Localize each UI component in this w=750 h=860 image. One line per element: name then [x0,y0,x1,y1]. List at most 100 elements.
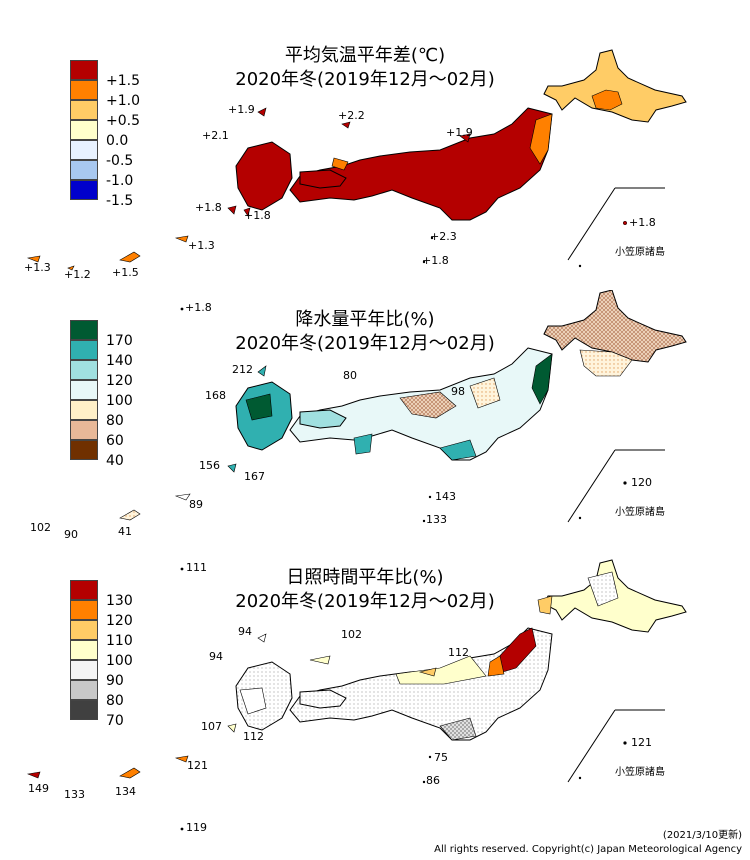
precipitation-panel: 降水量平年比(%) 2020年冬(2019年12月～02月) 170 140 1… [0,290,750,574]
legend-swatch-p110 [70,620,98,640]
region-value: +1.3 [188,239,215,252]
legend-swatch-m05 [70,140,98,160]
region-value: +1.9 [228,103,255,116]
legend-label: 120 [106,613,133,629]
sunshine-title: 日照時間平年比(%) [286,567,444,588]
region-value: +1.8 [195,201,222,214]
legend-swatch-p100 [70,640,98,660]
region-value: +1.8 [629,216,656,229]
region-value: 41 [118,525,132,538]
legend-label: 80 [106,413,124,429]
ogasawara-label: 小笠原諸島 [615,507,665,518]
region-value: 111 [186,561,207,574]
legend-label: -0.5 [106,153,134,169]
region-value: +2.1 [202,129,229,142]
legend-label: -1.5 [106,193,134,209]
region-value: 94 [238,625,252,638]
region-value: 112 [243,730,264,743]
legend-swatch-p60 [70,420,98,440]
legend-swatch-p130 [70,580,98,600]
region-value: 143 [435,490,456,503]
temperature-panel: 平均気温平年差(℃) 2020年冬(2019年12月～02月) +1.5 +1.… [0,20,750,314]
region-value: +2.3 [430,230,457,243]
ogasawara-label: 小笠原諸島 [615,767,665,778]
legend-swatch-p100 [70,380,98,400]
legend-label: 130 [106,593,133,609]
legend-swatch-p10 [70,80,98,100]
region-value: 121 [187,759,208,772]
region-value: 120 [631,476,652,489]
region-value: 98 [451,385,465,398]
region-value: 102 [30,521,51,534]
region-value: 119 [186,821,207,834]
legend-label: 100 [106,653,133,669]
region-value: 107 [201,720,222,733]
precipitation-subtitle: 2020年冬(2019年12月～02月) [235,333,495,354]
legend-label: 100 [106,393,133,409]
legend-swatch-p70 [70,700,98,720]
region-value: 168 [205,389,226,402]
legend-swatch-p170 [70,320,98,340]
region-value: +1.5 [112,266,139,279]
legend-swatch-p80 [70,680,98,700]
copyright: All rights reserved. Copyright(c) Japan … [434,844,742,855]
region-value: +1.8 [185,301,212,314]
legend-swatch-p80 [70,400,98,420]
legend-label: 140 [106,353,133,369]
sunshine-map [26,559,687,783]
region-value: +2.2 [338,109,365,122]
region-value: 102 [341,628,362,641]
region-value: 94 [209,650,223,663]
region-value: 133 [426,513,447,526]
precipitation-title: 降水量平年比(%) [295,309,435,330]
region-value: 86 [426,774,440,787]
legend-label: 40 [106,453,124,469]
legend-label: 170 [106,333,133,349]
legend-swatch-m15 [70,180,98,200]
legend-label: +1.5 [106,73,140,89]
region-value: +1.8 [422,254,449,267]
region-value: +1.2 [64,268,91,281]
legend-swatch-p00 [70,120,98,140]
legend-label: 90 [106,673,124,689]
legend-swatch-p40 [70,440,98,460]
update-date: (2021/3/10更新) [662,830,742,841]
legend-label: 120 [106,373,133,389]
temperature-title: 平均気温平年差(℃) [284,45,446,66]
region-value: +1.9 [446,126,473,139]
legend-label: 0.0 [106,133,129,149]
temperature-map [26,49,687,271]
region-value: 89 [189,498,203,511]
legend-swatch-p120 [70,360,98,380]
region-value: +1.8 [244,209,271,222]
sunshine-subtitle: 2020年冬(2019年12月～02月) [235,591,495,612]
region-value: 133 [64,788,85,801]
region-value: 167 [244,470,265,483]
legend-label: +1.0 [106,93,140,109]
region-value: 112 [448,646,469,659]
legend-label: 80 [106,693,124,709]
region-value: 134 [115,785,136,798]
legend-label: +0.5 [106,113,140,129]
legend-swatch-p90 [70,660,98,680]
legend-swatch-p15 [70,60,98,80]
ogasawara-label: 小笠原諸島 [615,247,665,258]
sunshine-panel: 日照時間平年比(%) 2020年冬(2019年12月～02月) 130 120 … [0,550,750,834]
region-value: 156 [199,459,220,472]
region-value: 149 [28,782,49,795]
region-value: 90 [64,528,78,541]
legend-swatch-p05 [70,100,98,120]
legend-label: 60 [106,433,124,449]
legend-swatch-p120 [70,600,98,620]
legend-label: 70 [106,713,124,729]
temperature-subtitle: 2020年冬(2019年12月～02月) [235,69,495,90]
region-value: 80 [343,369,357,382]
region-value: 75 [434,751,448,764]
legend-label: 110 [106,633,133,649]
legend-label: -1.0 [106,173,134,189]
legend-swatch-p140 [70,340,98,360]
precipitation-map [119,290,687,523]
region-value: +1.3 [24,261,51,274]
region-value: 121 [631,736,652,749]
legend-swatch-m10 [70,160,98,180]
